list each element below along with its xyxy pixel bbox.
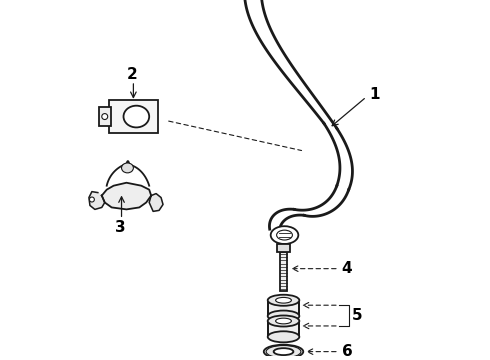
Text: 4: 4 (342, 261, 352, 276)
Polygon shape (89, 192, 105, 210)
Bar (109, 100, 158, 133)
Ellipse shape (122, 163, 133, 173)
Bar (268, 321, 299, 337)
Text: 2: 2 (126, 67, 137, 82)
Ellipse shape (275, 318, 292, 324)
Bar (277, 244, 291, 252)
Ellipse shape (90, 197, 95, 202)
Bar (99, 107, 111, 126)
Ellipse shape (270, 226, 298, 244)
Ellipse shape (268, 295, 299, 306)
Text: 5: 5 (352, 307, 362, 323)
Ellipse shape (123, 106, 149, 127)
Ellipse shape (264, 345, 303, 359)
Text: 6: 6 (342, 344, 352, 359)
Ellipse shape (268, 315, 299, 327)
Polygon shape (102, 183, 151, 210)
Text: 3: 3 (115, 220, 125, 235)
Bar (280, 252, 288, 291)
Ellipse shape (273, 348, 294, 355)
Ellipse shape (268, 331, 299, 342)
Bar (268, 300, 299, 316)
Ellipse shape (275, 297, 292, 303)
Ellipse shape (102, 114, 108, 120)
Polygon shape (149, 194, 163, 211)
Ellipse shape (268, 311, 299, 321)
Text: 1: 1 (369, 87, 380, 102)
